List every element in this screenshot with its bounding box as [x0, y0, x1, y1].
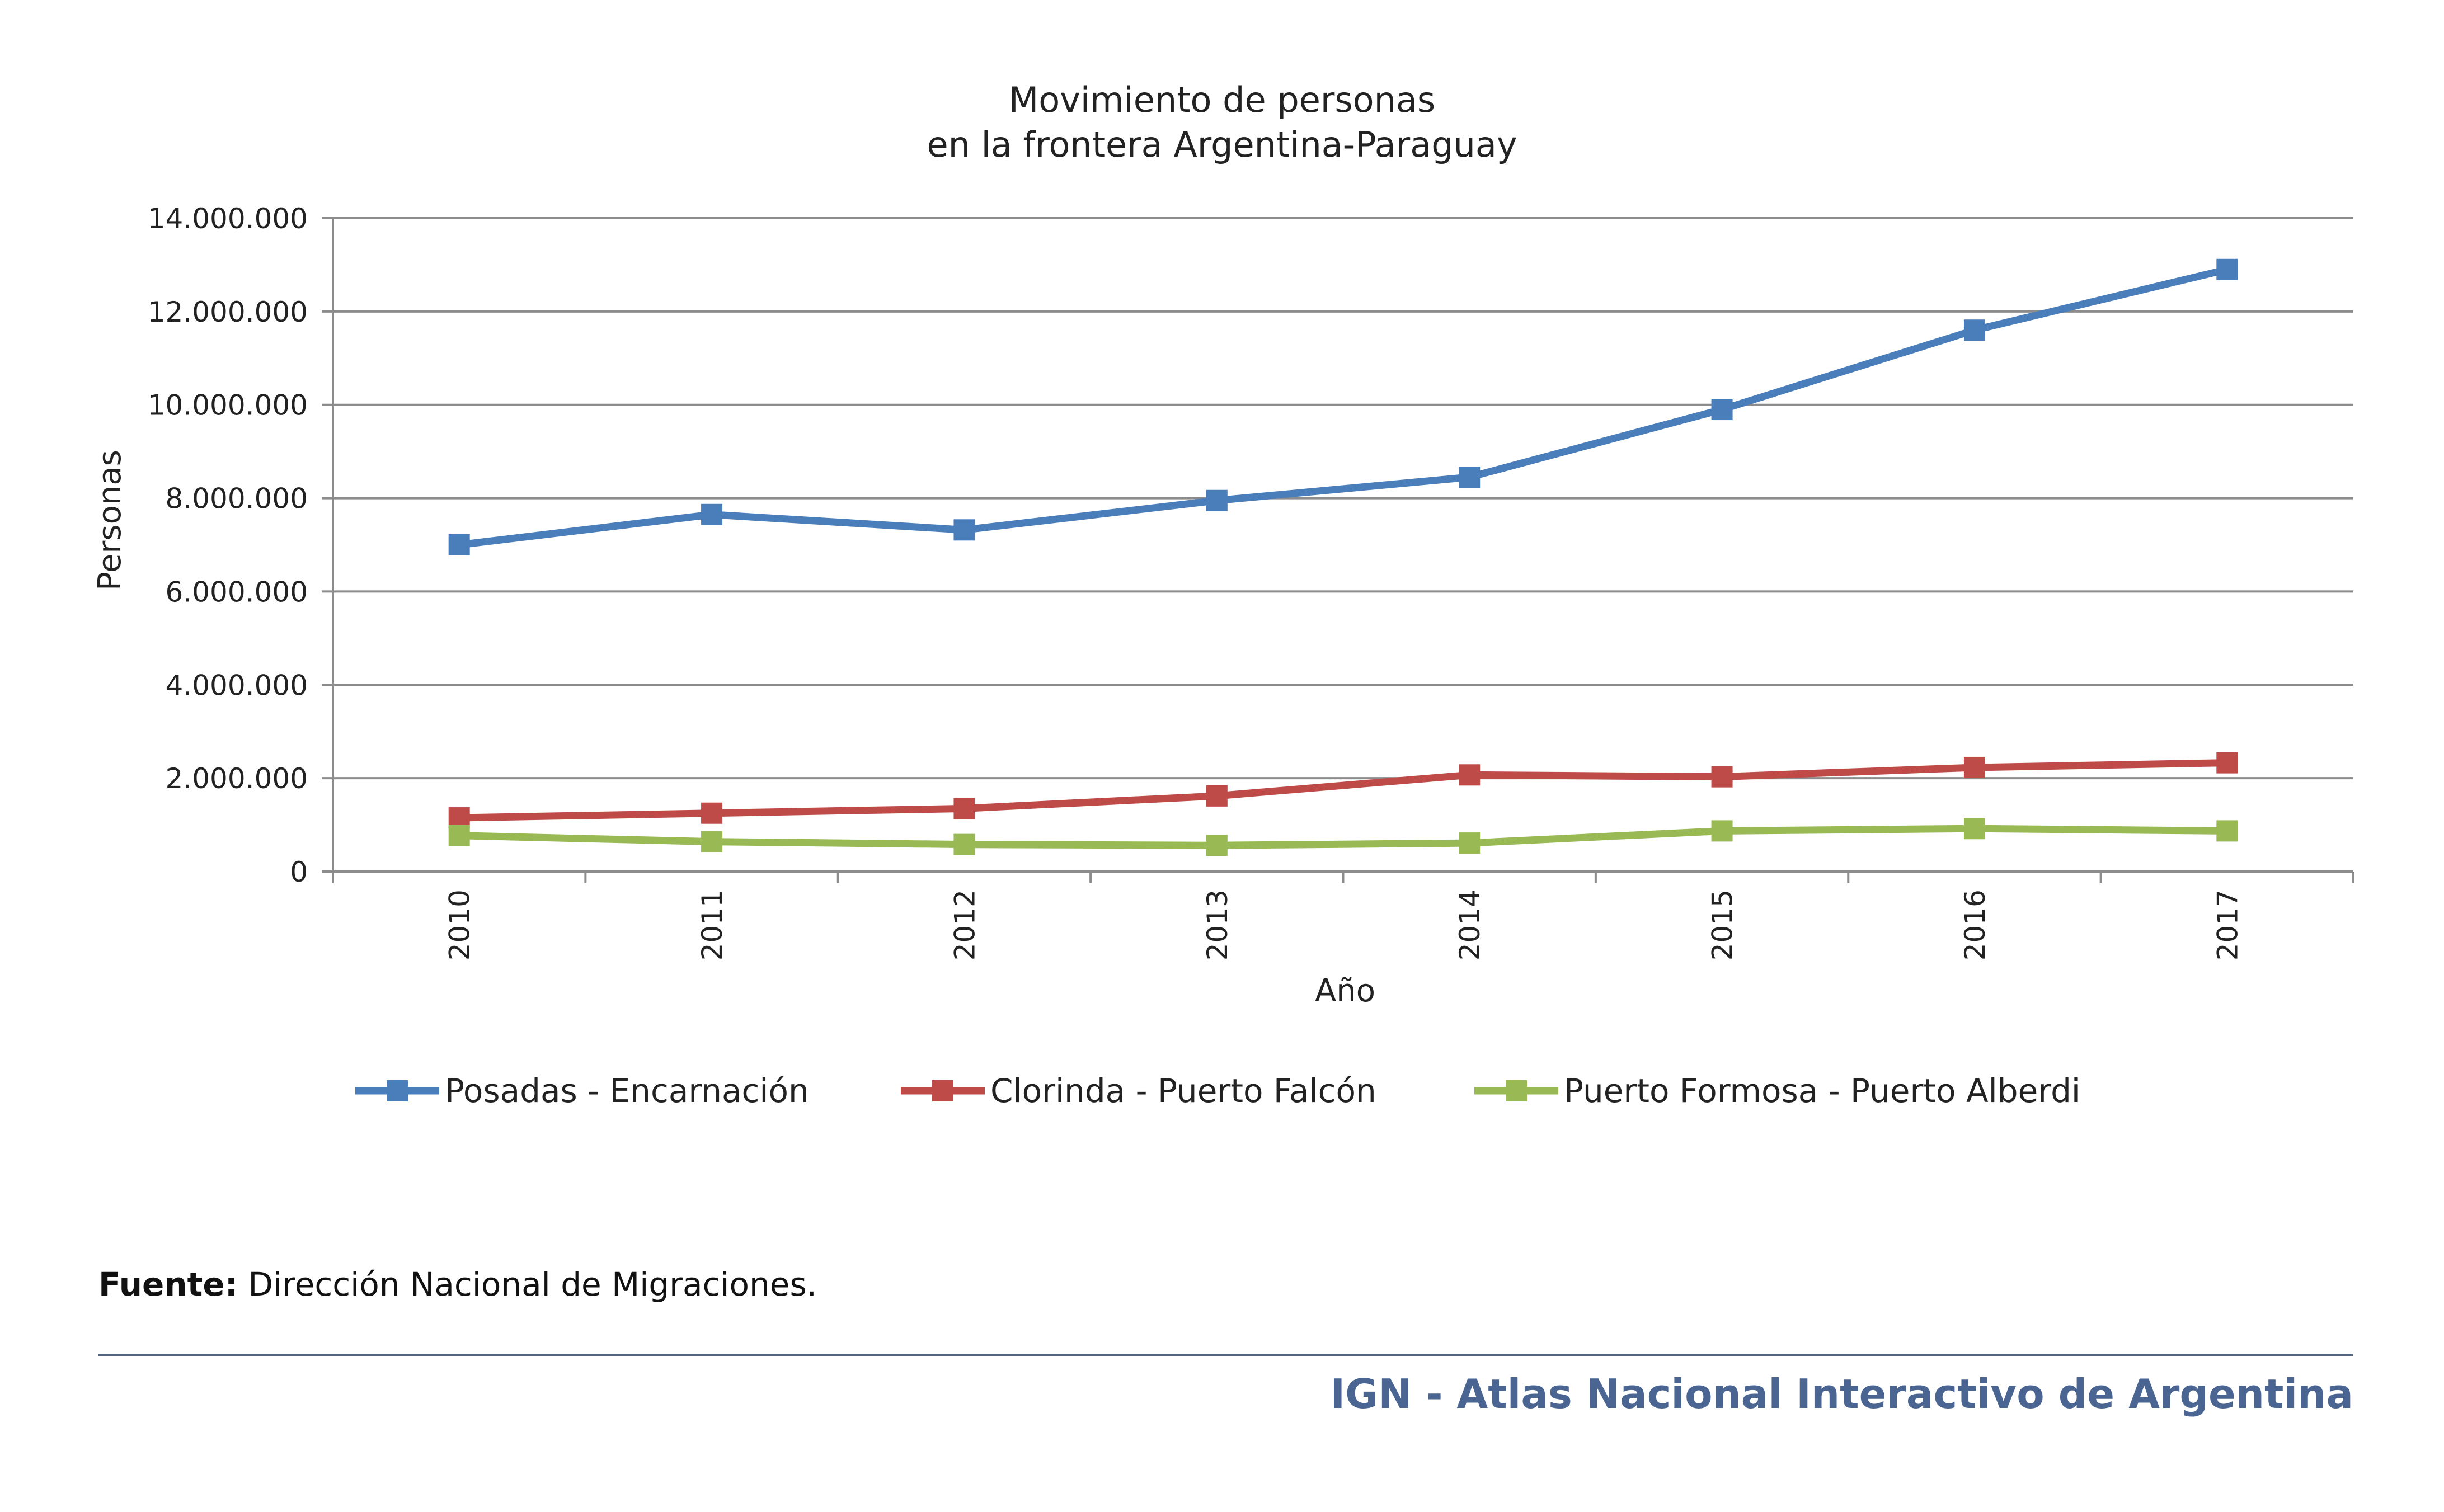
data-point-marker [1711, 399, 1733, 421]
y-axis-label: Personas [92, 450, 128, 591]
x-tick-label: 2010 [444, 889, 476, 960]
data-point-marker [701, 802, 723, 824]
x-axis-label: Año [1315, 973, 1375, 1009]
legend-label: Posadas - Encarnación [445, 1072, 809, 1110]
chart-title-line-1: Movimiento de personas [1009, 79, 1435, 120]
data-point-marker [1963, 756, 1985, 778]
series-line [458, 266, 2228, 549]
data-point-marker [448, 825, 470, 846]
x-tick-label: 2017 [2211, 889, 2244, 960]
data-point-marker [953, 798, 975, 819]
footer-credit: IGN - Atlas Nacional Interactivo de Arge… [1330, 1370, 2353, 1417]
y-tick-label: 8.000.000 [166, 483, 308, 515]
x-tick-label: 2016 [1959, 889, 1991, 960]
data-point-marker [2216, 258, 2238, 280]
data-point-marker [2216, 752, 2238, 774]
y-tick-label: 10.000.000 [148, 389, 308, 422]
legend-label: Clorinda - Puerto Falcón [990, 1072, 1376, 1110]
source-text: Dirección Nacional de Migraciones. [237, 1265, 817, 1303]
source-label: Fuente: [98, 1265, 238, 1303]
data-point-marker [1206, 489, 1228, 511]
x-tick-label: 2013 [1201, 889, 1234, 960]
y-tick-label: 6.000.000 [166, 576, 308, 608]
y-tick-label: 4.000.000 [166, 669, 308, 701]
data-point-marker [1459, 764, 1480, 786]
source-note: Fuente: Dirección Nacional de Migracione… [98, 1265, 817, 1303]
y-axis-ticks: 0 2.000.000 4.000.000 6.000.000 8.000.000 10.… [148, 202, 333, 888]
line-chart: Movimiento de personas en la frontera Ar… [92, 79, 2354, 1110]
legend: Posadas - Encarnación Clorinda - Puerto F… [355, 1072, 2080, 1110]
data-point-marker [953, 519, 975, 541]
data-point-marker [2216, 820, 2238, 842]
data-point-marker [701, 831, 723, 852]
y-tick-label: 14.000.000 [148, 202, 308, 235]
legend-marker-swatch [1506, 1080, 1527, 1101]
data-point-marker [1206, 785, 1228, 807]
x-tick-label: 2015 [1707, 889, 1739, 960]
legend-marker-swatch [932, 1080, 953, 1101]
data-point-marker [701, 503, 723, 525]
data-point-marker [953, 833, 975, 855]
data-point-marker [1711, 820, 1733, 842]
x-tick-label: 2012 [948, 889, 981, 960]
y-tick-label: 0 [290, 856, 308, 888]
data-point-marker [1963, 319, 1985, 341]
legend-label: Puerto Formosa - Puerto Alberdi [1564, 1072, 2080, 1110]
y-tick-label: 2.000.000 [166, 762, 308, 795]
x-tick-label: 2014 [1454, 889, 1486, 960]
data-point-marker [1206, 835, 1228, 856]
gridlines [333, 217, 2353, 780]
data-point-marker [448, 534, 470, 555]
chart-title-line-2: en la frontera Argentina-Paraguay [927, 124, 1517, 165]
series-lines [448, 258, 2238, 856]
data-point-marker [448, 807, 470, 829]
data-point-marker [1711, 766, 1733, 788]
x-tick-label: 2011 [696, 889, 728, 960]
footer-divider [98, 1354, 2353, 1356]
data-point-marker [1963, 818, 1985, 840]
series-line [459, 825, 2227, 849]
y-tick-label: 12.000.000 [148, 296, 308, 328]
x-axis: 2010 2011 2012 2013 2014 2015 2016 2017 [332, 218, 2354, 960]
data-point-marker [1459, 832, 1480, 854]
legend-marker-swatch [387, 1080, 408, 1101]
data-point-marker [1459, 467, 1480, 488]
series-line [459, 759, 2227, 822]
